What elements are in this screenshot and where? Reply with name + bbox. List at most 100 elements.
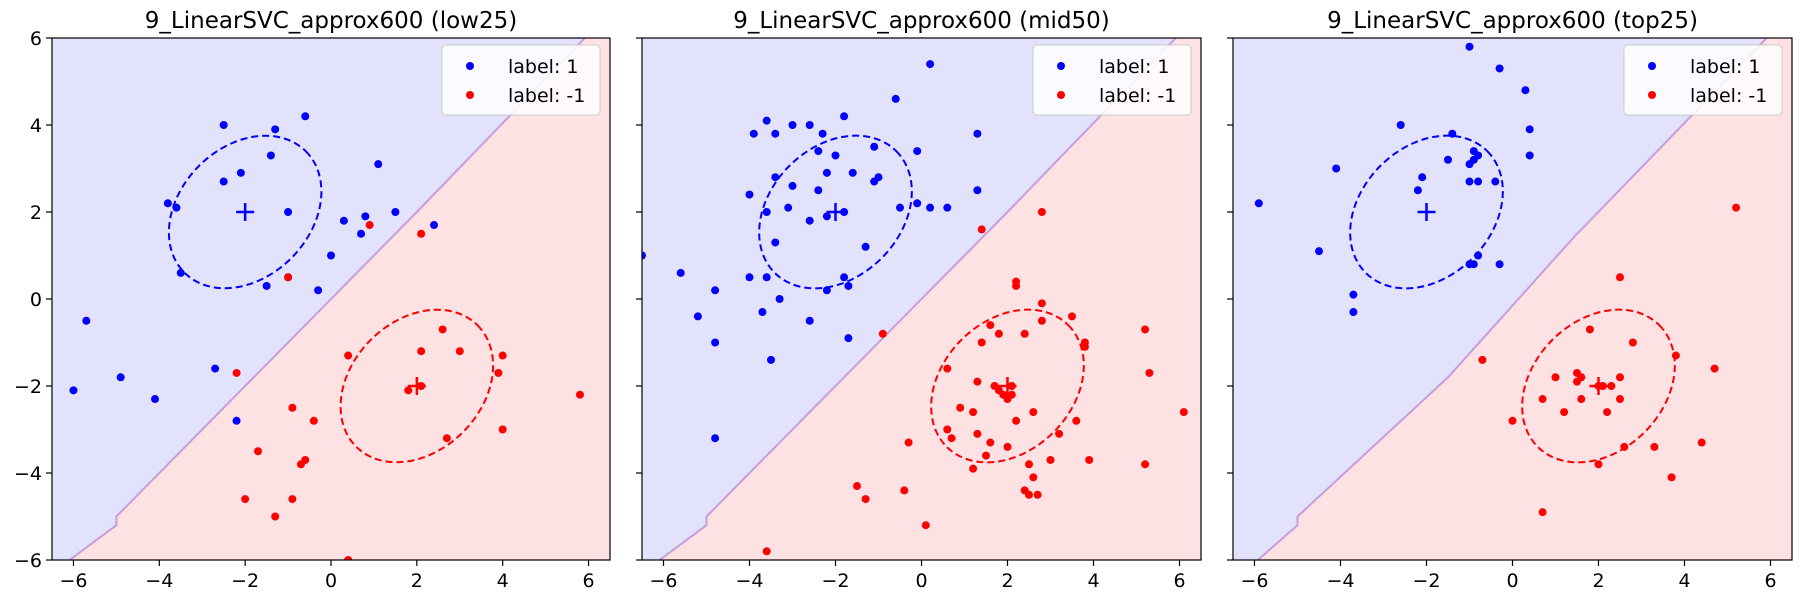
data-point — [1444, 155, 1452, 164]
data-point — [840, 273, 849, 282]
data-point — [814, 186, 823, 195]
data-point — [788, 181, 797, 190]
chart-title: 9_LinearSVC_approx600 (mid50) — [733, 8, 1110, 34]
data-point — [1012, 416, 1021, 425]
region-label-1 — [52, 38, 585, 560]
center-marker — [407, 377, 426, 395]
data-point — [327, 251, 335, 260]
data-point — [1585, 325, 1594, 334]
series-label-minus1 — [232, 221, 584, 560]
data-point — [973, 186, 982, 195]
data-point — [266, 151, 275, 160]
legend-marker — [466, 62, 474, 70]
data-point — [1521, 86, 1530, 95]
data-point — [288, 495, 297, 504]
data-point — [1697, 438, 1706, 447]
x-tick-label: 4 — [1087, 570, 1099, 592]
data-point — [309, 416, 318, 425]
data-point — [236, 168, 245, 177]
data-point — [219, 177, 228, 186]
data-point — [296, 460, 305, 469]
data-point — [1020, 329, 1029, 338]
data-point — [891, 94, 900, 103]
data-point — [977, 338, 986, 347]
data-point — [1315, 247, 1323, 256]
chart-panel-3: −6 −4 −2 0 2 4 6 9_LinearSVC_approx600 (top25) l… — [1227, 8, 1793, 592]
x-tick-label: 4 — [1678, 570, 1690, 592]
data-point — [749, 129, 758, 138]
data-point — [1495, 260, 1504, 269]
x-axis: −6 −4 −2 0 2 4 6 — [649, 560, 1186, 592]
x-tick-label: 6 — [1173, 570, 1185, 592]
y-tick-label: −4 — [14, 463, 42, 485]
data-point — [1538, 508, 1547, 517]
region-label-1 — [1233, 38, 1767, 560]
chart-panel-2: −6 −4 −2 0 2 4 6 9_LinearSVC_approx600 (mid50) l… — [636, 8, 1202, 592]
data-point — [1396, 121, 1405, 129]
data-point — [417, 347, 426, 356]
data-point — [986, 438, 995, 447]
x-tick-label: 6 — [582, 570, 594, 592]
data-point — [822, 168, 831, 177]
data-point — [745, 273, 754, 282]
data-point — [771, 238, 780, 247]
data-point — [956, 403, 965, 412]
data-point — [861, 495, 870, 504]
data-point — [288, 403, 297, 412]
plot-area — [52, 38, 610, 560]
data-point — [844, 334, 853, 343]
data-point — [805, 316, 814, 325]
data-point — [853, 482, 861, 491]
covariance-ellipse — [1521, 308, 1676, 464]
decision-boundary — [67, 38, 587, 560]
data-point — [1560, 408, 1569, 417]
data-point — [254, 447, 263, 456]
data-point — [163, 199, 172, 208]
data-point — [1710, 364, 1719, 373]
center-marker — [998, 377, 1017, 395]
center-marker — [236, 203, 255, 221]
data-point — [1594, 460, 1603, 469]
data-point — [232, 368, 241, 377]
data-point — [1525, 125, 1534, 134]
data-point — [1465, 42, 1474, 51]
data-point — [878, 329, 887, 338]
data-point — [822, 286, 831, 295]
data-point — [805, 216, 814, 225]
data-point — [822, 212, 831, 221]
legend-marker — [1648, 62, 1656, 70]
data-point — [82, 316, 91, 325]
data-point — [896, 203, 904, 212]
x-tick-label: 4 — [497, 570, 509, 592]
data-point — [1616, 395, 1624, 404]
y-axis — [636, 37, 642, 561]
covariance-ellipse — [339, 308, 495, 464]
data-point — [870, 177, 879, 186]
data-point — [762, 116, 771, 125]
series-label-1 — [69, 112, 439, 425]
series-label-minus1 — [762, 208, 1188, 556]
data-point — [1020, 486, 1029, 495]
data-point — [784, 203, 793, 212]
plot-area — [1233, 38, 1792, 560]
data-point — [417, 229, 426, 238]
data-point — [151, 395, 160, 404]
x-tick-label: 6 — [1764, 570, 1776, 592]
data-point — [943, 425, 952, 434]
data-point — [1491, 177, 1500, 186]
legend-marker — [466, 91, 474, 99]
y-tick-label: 4 — [30, 115, 42, 137]
data-point — [1012, 281, 1021, 290]
data-point — [861, 242, 870, 251]
series-label-minus1 — [1478, 203, 1741, 517]
y-tick-label: 0 — [30, 289, 42, 311]
data-point — [284, 273, 293, 282]
data-point — [271, 512, 280, 521]
data-point — [977, 225, 986, 234]
decision-boundary — [1256, 38, 1769, 560]
legend-label: label: -1 — [1690, 85, 1767, 107]
data-point — [498, 351, 507, 360]
data-point — [339, 216, 348, 225]
legend-box — [441, 44, 601, 116]
data-point — [1577, 395, 1586, 404]
